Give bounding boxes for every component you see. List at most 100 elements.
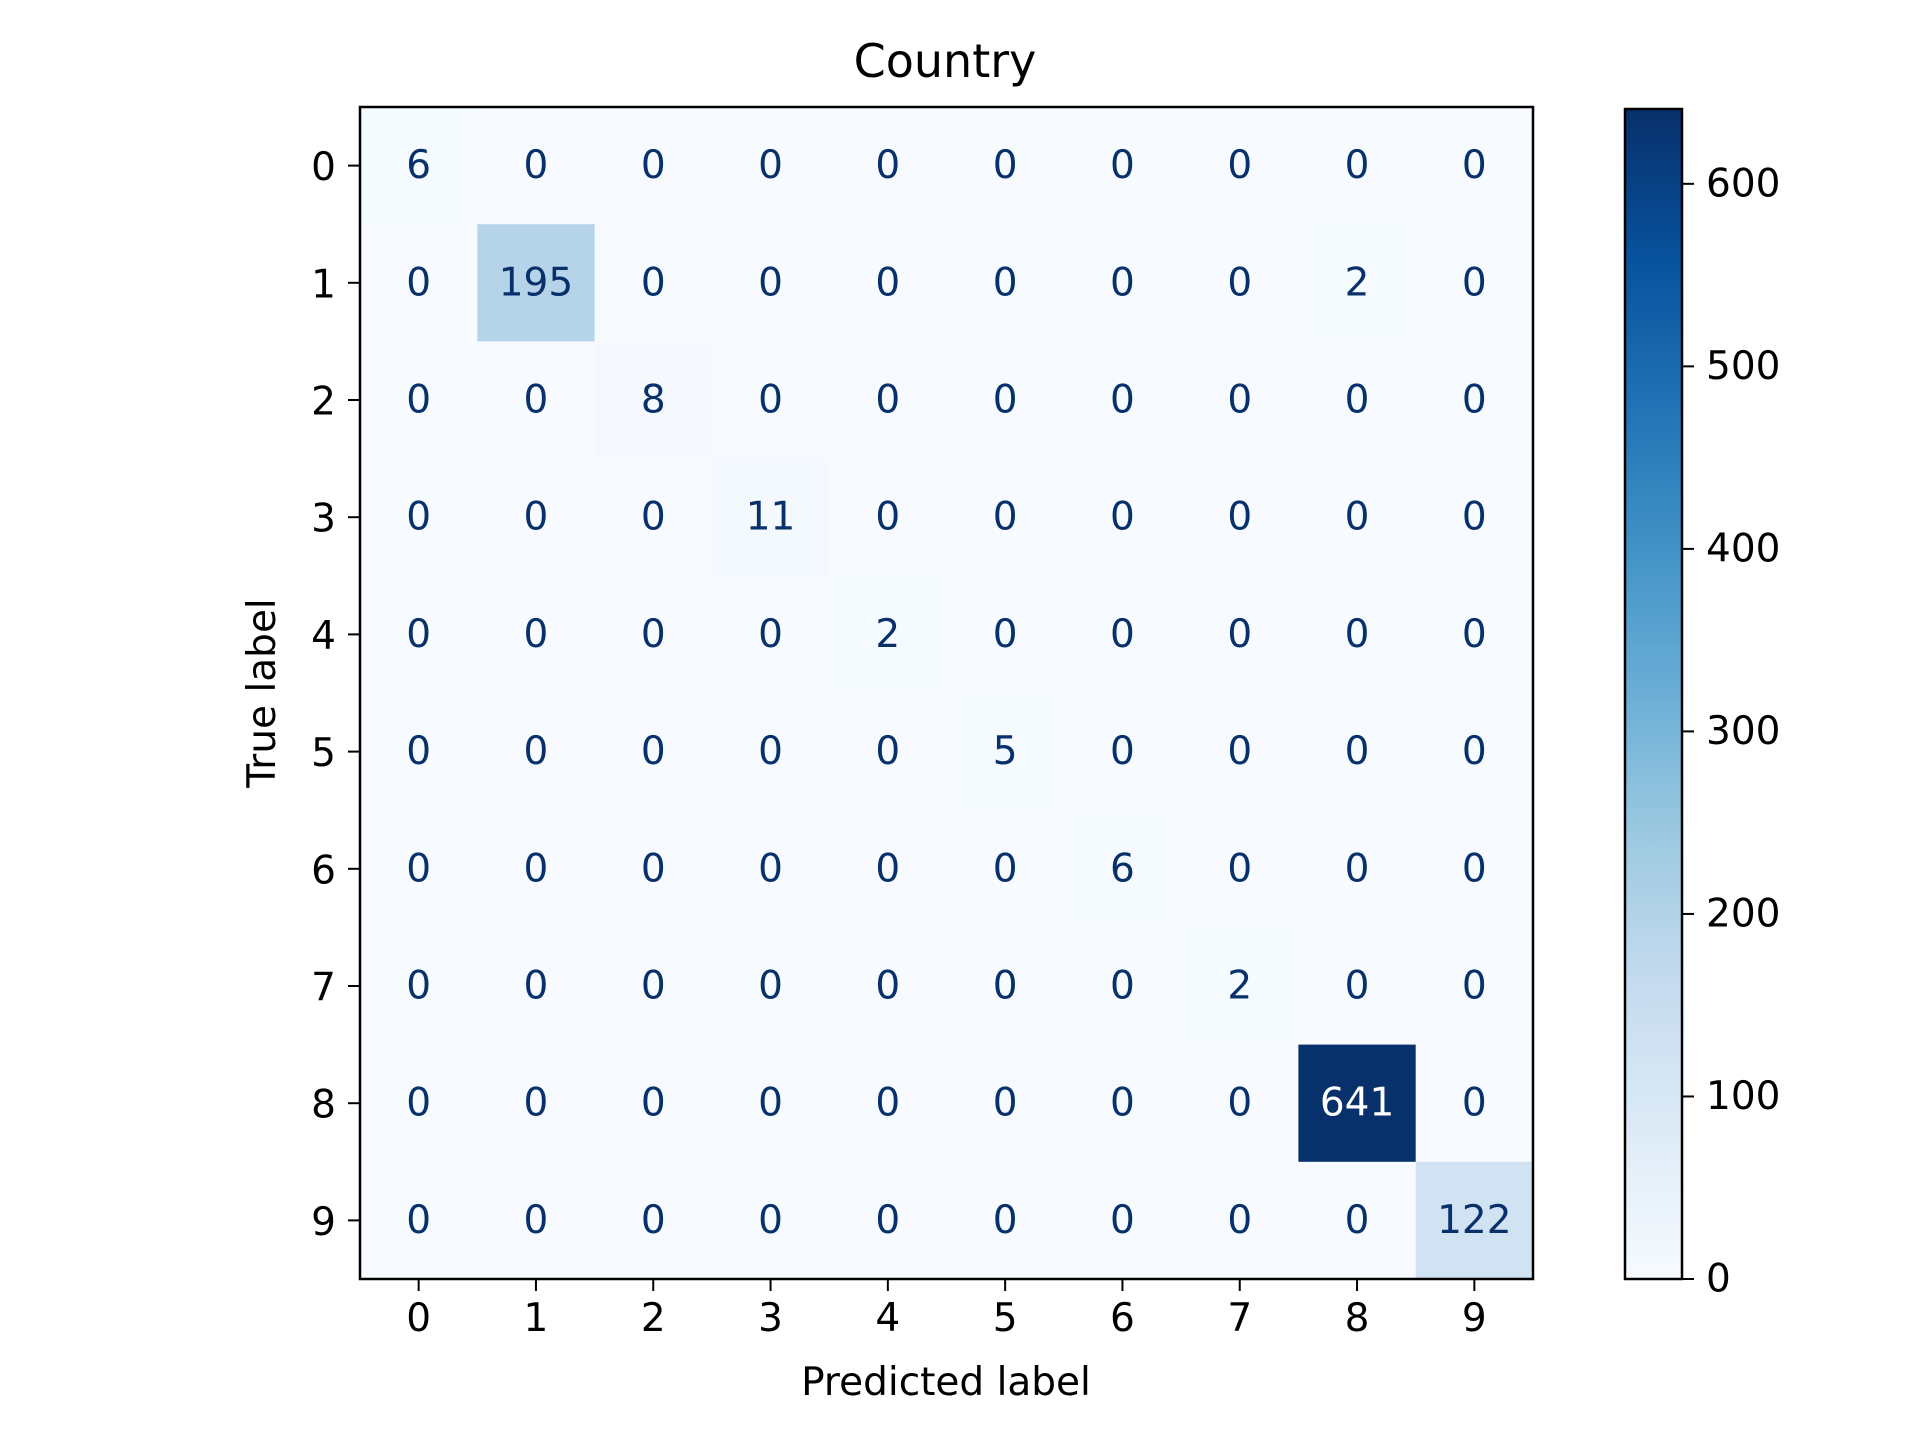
cell-value-r4-c8: 0 bbox=[1345, 612, 1370, 657]
cell-value-r8-c9: 0 bbox=[1462, 1081, 1487, 1126]
cell-value-r4-c1: 0 bbox=[524, 612, 549, 657]
heatmap-cell-r1-c8 bbox=[1298, 224, 1417, 342]
heatmap-cell-r7-c0 bbox=[360, 927, 478, 1046]
cell-value-r2-c1: 0 bbox=[524, 378, 549, 423]
cell-value-r9-c1: 0 bbox=[524, 1198, 549, 1243]
cell-value-r0-c5: 0 bbox=[993, 143, 1018, 188]
heatmap-cell-r0-c4 bbox=[829, 107, 947, 225]
heatmap-cell-r8-c5 bbox=[946, 1044, 1065, 1163]
y-axis-ticks: 0 1 2 3 4 5 6 7 8 9 bbox=[311, 145, 360, 1245]
heatmap-cell-r9-c6 bbox=[1063, 1161, 1182, 1280]
heatmap-cell-r3-c5 bbox=[946, 458, 1065, 577]
cell-value-r7-c8: 0 bbox=[1345, 964, 1370, 1009]
colorbar-ticks: 0 100 200 300 400 500 600 bbox=[1682, 161, 1780, 1302]
y-axis-label: True label bbox=[240, 598, 285, 789]
heatmap-cell-r8-c7 bbox=[1181, 1044, 1299, 1163]
heatmap-cell-r3-c2 bbox=[594, 458, 713, 577]
cell-value-r6-c2: 0 bbox=[641, 846, 666, 891]
colorbar-tick-label-100: 100 bbox=[1706, 1074, 1780, 1119]
cell-value-r9-c6: 0 bbox=[1110, 1198, 1135, 1243]
heatmap-cell-r1-c1 bbox=[477, 224, 596, 342]
cell-value-r3-c4: 0 bbox=[875, 495, 900, 540]
cell-value-r8-c0: 0 bbox=[406, 1081, 431, 1126]
cell-value-r1-c8: 2 bbox=[1345, 260, 1370, 305]
cell-value-r9-c0: 0 bbox=[406, 1198, 431, 1243]
cell-value-r1-c1: 195 bbox=[499, 260, 573, 305]
cell-value-r7-c6: 0 bbox=[1110, 964, 1135, 1009]
x-tick-label-2: 2 bbox=[641, 1296, 666, 1341]
cell-value-r2-c8: 0 bbox=[1345, 378, 1370, 423]
cell-value-r2-c4: 0 bbox=[875, 378, 900, 423]
cell-value-r5-c3: 0 bbox=[758, 729, 783, 774]
heatmap-cell-r8-c2 bbox=[594, 1044, 713, 1163]
cell-value-r2-c7: 0 bbox=[1227, 378, 1252, 423]
cell-value-r1-c2: 0 bbox=[641, 260, 666, 305]
cell-value-r5-c2: 0 bbox=[641, 729, 666, 774]
heatmap-cell-r0-c3 bbox=[711, 107, 830, 225]
cell-value-r1-c5: 0 bbox=[993, 260, 1018, 305]
cell-value-r4-c4: 2 bbox=[875, 612, 900, 657]
cell-value-r1-c9: 0 bbox=[1462, 260, 1487, 305]
cell-value-r2-c2: 8 bbox=[641, 378, 666, 423]
heatmap-cell-r3-c3 bbox=[711, 458, 830, 577]
heatmap-cells bbox=[360, 107, 1534, 1280]
heatmap-cell-r5-c0 bbox=[360, 693, 478, 811]
cell-value-r6-c4: 0 bbox=[875, 846, 900, 891]
heatmap-cell-r7-c4 bbox=[829, 927, 947, 1046]
cell-value-r3-c3: 11 bbox=[746, 495, 796, 540]
heatmap-cell-r4-c7 bbox=[1181, 575, 1299, 694]
heatmap-cell-r2-c6 bbox=[1063, 341, 1182, 460]
heatmap-cell-r2-c8 bbox=[1298, 341, 1417, 460]
heatmap-cell-r4-c4 bbox=[829, 575, 947, 694]
y-tick-label-2: 2 bbox=[311, 380, 336, 425]
cell-value-r8-c5: 0 bbox=[993, 1081, 1018, 1126]
heatmap-cell-r1-c6 bbox=[1063, 224, 1182, 342]
cell-value-r0-c1: 0 bbox=[524, 143, 549, 188]
cell-value-r6-c5: 0 bbox=[993, 846, 1018, 891]
cell-value-r1-c4: 0 bbox=[875, 260, 900, 305]
heatmap-cell-r8-c0 bbox=[360, 1044, 478, 1163]
x-axis-label: Predicted label bbox=[801, 1360, 1091, 1405]
heatmap-cell-r2-c3 bbox=[711, 341, 830, 460]
x-tick-label-1: 1 bbox=[524, 1296, 549, 1341]
heatmap-cell-r0-c7 bbox=[1181, 107, 1299, 225]
heatmap-cell-r4-c5 bbox=[946, 575, 1065, 694]
heatmap-cell-r9-c4 bbox=[829, 1161, 947, 1280]
cell-value-r9-c7: 0 bbox=[1227, 1198, 1252, 1243]
heatmap-cell-r5-c6 bbox=[1063, 693, 1182, 811]
cell-value-r1-c7: 0 bbox=[1227, 260, 1252, 305]
heatmap-cell-r6-c4 bbox=[829, 810, 947, 928]
x-tick-label-6: 6 bbox=[1110, 1296, 1135, 1341]
heatmap-cell-r4-c0 bbox=[360, 575, 478, 694]
cell-value-r8-c8: 641 bbox=[1320, 1081, 1394, 1126]
colorbar-tick-label-200: 200 bbox=[1706, 891, 1780, 936]
colorbar-tick-label-400: 400 bbox=[1706, 526, 1780, 571]
cell-value-r0-c6: 0 bbox=[1110, 143, 1135, 188]
heatmap-cell-r4-c3 bbox=[711, 575, 830, 694]
cell-value-r0-c9: 0 bbox=[1462, 143, 1487, 188]
heatmap-cell-r0-c0 bbox=[360, 107, 478, 225]
heatmap-cell-r2-c9 bbox=[1415, 341, 1534, 460]
cell-value-r6-c7: 0 bbox=[1227, 846, 1252, 891]
heatmap-cell-r6-c3 bbox=[711, 810, 830, 928]
cell-value-r0-c8: 0 bbox=[1345, 143, 1370, 188]
heatmap-cell-r4-c2 bbox=[594, 575, 713, 694]
heatmap-cell-r3-c9 bbox=[1415, 458, 1534, 577]
heatmap-cell-r4-c6 bbox=[1063, 575, 1182, 694]
cell-value-r5-c1: 0 bbox=[524, 729, 549, 774]
heatmap-cell-r3-c0 bbox=[360, 458, 478, 577]
colorbar-tick-label-500: 500 bbox=[1706, 344, 1780, 389]
y-tick-label-6: 6 bbox=[311, 848, 336, 893]
heatmap-cell-r8-c4 bbox=[829, 1044, 947, 1163]
heatmap-cell-r5-c3 bbox=[711, 693, 830, 811]
colorbar-tick-label-0: 0 bbox=[1706, 1257, 1731, 1302]
x-tick-label-8: 8 bbox=[1345, 1296, 1370, 1341]
heatmap-cell-r9-c1 bbox=[477, 1161, 596, 1280]
heatmap-cell-r2-c2 bbox=[594, 341, 713, 460]
heatmap-cell-r2-c1 bbox=[477, 341, 596, 460]
heatmap-cell-r7-c3 bbox=[711, 927, 830, 1046]
heatmap-cell-r4-c8 bbox=[1298, 575, 1417, 694]
heatmap-cell-r1-c2 bbox=[594, 224, 713, 342]
heatmap-cell-r2-c4 bbox=[829, 341, 947, 460]
